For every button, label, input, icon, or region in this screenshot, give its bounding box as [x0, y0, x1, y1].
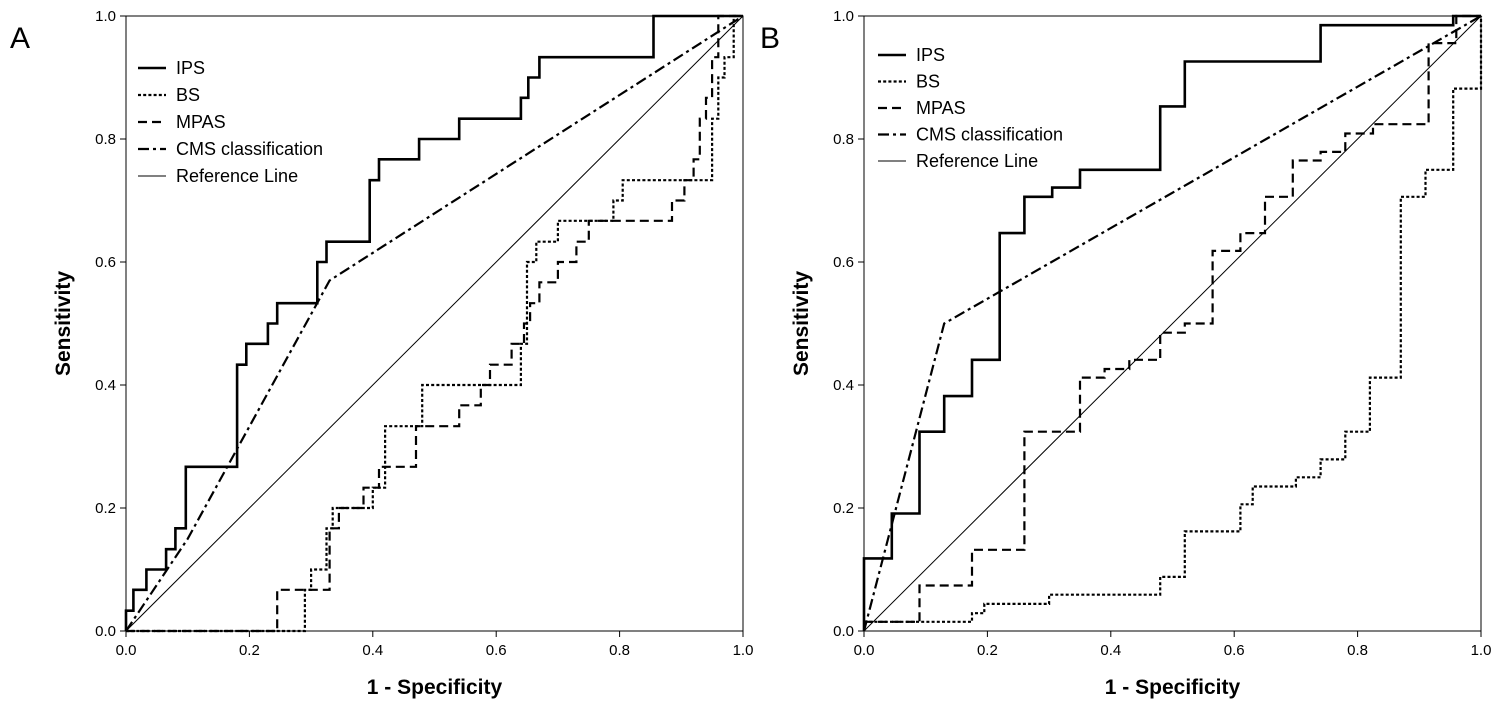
- y-tick-label: 0.8: [833, 131, 854, 148]
- x-tick-label: 0.6: [1224, 642, 1245, 659]
- x-tick-label: 0.2: [977, 642, 998, 659]
- series-line-cms-classification: [125, 15, 744, 632]
- series-line-ips: [862, 14, 1481, 631]
- x-tick-label: 0.4: [1100, 642, 1121, 659]
- legend-label: BS: [176, 85, 200, 105]
- series-line-mpas: [864, 14, 1481, 623]
- panel-label: A: [10, 22, 30, 55]
- y-tick-label: 0.0: [95, 623, 116, 640]
- legend-label: IPS: [176, 58, 205, 78]
- plot-frame: [125, 15, 744, 632]
- y-axis-title: Sensitivity: [790, 271, 813, 376]
- y-tick-label: 0.4: [833, 377, 854, 394]
- series-line-mpas: [126, 14, 743, 633]
- legend-label: CMS classification: [176, 139, 323, 159]
- x-tick-label: 1.0: [733, 642, 754, 659]
- x-tick-label: 1.0: [1471, 642, 1492, 659]
- y-axis-title: Sensitivity: [52, 271, 75, 376]
- series-line-bs: [126, 14, 743, 633]
- legend-label: MPAS: [176, 112, 226, 132]
- x-tick-label: 0.8: [1347, 642, 1368, 659]
- legend-label: IPS: [916, 45, 945, 65]
- legend: IPS BS MPAS CMS classification Reference Lin…: [878, 45, 1063, 171]
- x-tick-label: 0.2: [239, 642, 260, 659]
- y-tick-label: 0.0: [833, 623, 854, 640]
- x-axis-title: 1 - Specificity: [1105, 676, 1241, 699]
- y-tick-label: 0.2: [95, 500, 116, 517]
- x-tick-label: 0.8: [609, 642, 630, 659]
- series-line-bs: [864, 16, 1483, 623]
- panel-label: B: [760, 22, 780, 55]
- chart-panel-b: B 0.0 0.2 0.4 0.6 0.8 1.0 0.0 0.2 0.4 0.6 0.8 1.0 1 -…: [760, 8, 1491, 699]
- x-tick-label: 0.0: [116, 642, 137, 659]
- legend: IPS BS MPAS CMS classification Reference Lin…: [138, 58, 323, 186]
- x-tick-label: 0.0: [854, 642, 875, 659]
- series-line-reference-line: [863, 15, 1482, 632]
- y-tick-label: 0.4: [95, 377, 116, 394]
- x-tick-label: 0.6: [486, 642, 507, 659]
- legend-label: BS: [916, 72, 940, 92]
- y-tick-label: 1.0: [95, 8, 116, 25]
- legend-label: Reference Line: [916, 151, 1038, 171]
- y-tick-label: 0.2: [833, 500, 854, 517]
- x-tick-label: 0.4: [362, 642, 383, 659]
- y-tick-label: 0.6: [833, 254, 854, 271]
- legend-label: MPAS: [916, 98, 966, 118]
- x-axis-title: 1 - Specificity: [367, 676, 503, 699]
- y-tick-label: 1.0: [833, 8, 854, 25]
- series-line-cms-classification: [862, 15, 1482, 632]
- chart-panel-a: A 0.0 0.2 0.4 0.6 0.8 1.0 0.0 0.2 0.4 0.6 0.8 1.0 1 -…: [10, 8, 753, 699]
- plot-frame: [863, 15, 1482, 632]
- legend-label: Reference Line: [176, 166, 298, 186]
- series-line-reference-line: [125, 15, 744, 632]
- y-tick-label: 0.6: [95, 254, 116, 271]
- legend-label: CMS classification: [916, 125, 1063, 145]
- y-tick-label: 0.8: [95, 131, 116, 148]
